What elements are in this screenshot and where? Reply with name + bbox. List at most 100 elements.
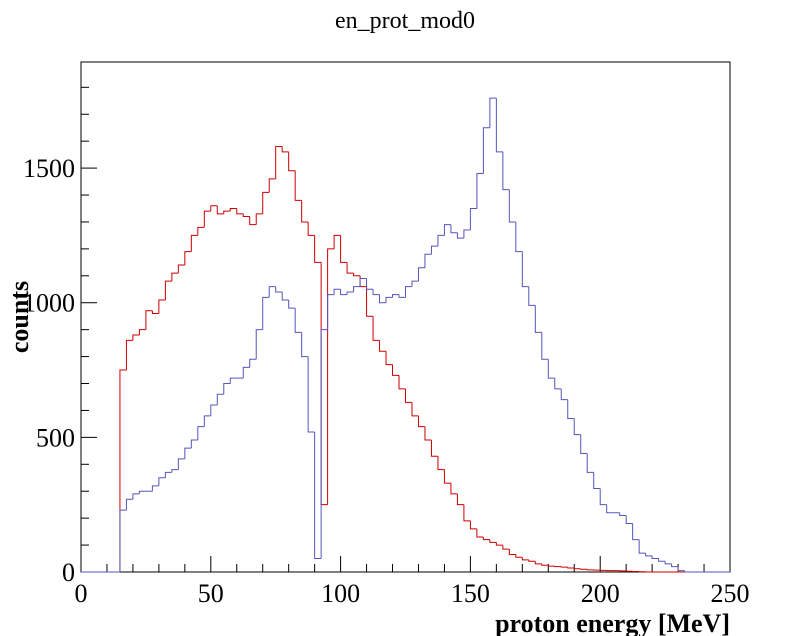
histogram-bin xyxy=(353,273,361,277)
histogram-bin xyxy=(547,565,555,567)
histogram-bin xyxy=(294,308,302,333)
histogram-bin xyxy=(541,563,549,566)
histogram-bin xyxy=(392,294,400,298)
y-tick-label: 1500 xyxy=(23,154,75,183)
histogram-bin xyxy=(372,316,380,341)
frame xyxy=(80,61,731,573)
histogram-bin xyxy=(482,127,490,174)
histogram-bin xyxy=(411,402,419,417)
histogram-bin xyxy=(547,359,555,379)
histogram-bin xyxy=(164,471,172,478)
histogram-bin xyxy=(658,558,666,562)
histogram-bin xyxy=(424,253,432,268)
histogram-bin xyxy=(405,286,412,298)
histogram-bin xyxy=(502,545,510,550)
histogram-bin xyxy=(632,523,640,541)
histogram-bin xyxy=(366,286,374,317)
histogram-bin xyxy=(437,234,445,247)
histogram-bin xyxy=(353,286,361,292)
y-tick-label: 1000 xyxy=(23,289,75,318)
histogram-bin xyxy=(405,388,412,403)
histogram-bin xyxy=(443,469,451,484)
histogram-bin xyxy=(151,310,159,314)
histogram-bin xyxy=(469,207,477,231)
histogram-bin xyxy=(502,151,510,191)
histogram-bin xyxy=(262,191,270,214)
histogram-bin xyxy=(132,493,140,500)
histogram-bin xyxy=(430,440,438,457)
histogram-bin xyxy=(210,404,218,416)
histogram-bin xyxy=(599,488,607,506)
histogram-bin xyxy=(586,453,594,473)
histogram-bin xyxy=(476,528,484,538)
histogram-bin xyxy=(567,399,575,420)
histogram-bin xyxy=(677,566,685,572)
histogram-bin xyxy=(456,493,464,506)
histogram-bin xyxy=(223,210,231,214)
histogram-bin xyxy=(255,329,263,360)
histogram-bin xyxy=(528,286,536,306)
histogram-bin xyxy=(203,415,211,427)
histogram-bin xyxy=(158,477,166,486)
histogram-bin xyxy=(288,151,296,172)
histogram-bin xyxy=(379,340,387,352)
histogram-bin xyxy=(508,549,516,555)
histogram-bin xyxy=(417,415,425,428)
histogram-bin xyxy=(314,235,322,263)
histogram-bin xyxy=(327,294,335,330)
histogram-bin xyxy=(534,305,542,333)
histogram-bin xyxy=(268,178,276,193)
histogram-bin xyxy=(184,251,192,266)
histogram-bin xyxy=(411,280,419,287)
histogram-bin xyxy=(515,221,523,253)
histogram-bin xyxy=(288,300,296,309)
histogram-bin xyxy=(171,469,179,473)
histogram-bin xyxy=(190,234,198,252)
histogram-bin xyxy=(664,561,672,565)
histogram-bin xyxy=(515,554,523,558)
histogram-bin xyxy=(333,288,341,295)
histogram-bin xyxy=(255,213,263,225)
histogram-bin xyxy=(151,485,159,492)
x-tick-label: 250 xyxy=(711,579,750,608)
histogram-bin xyxy=(216,205,224,215)
histogram-bin xyxy=(249,216,257,226)
histogram-bin xyxy=(132,334,140,341)
histogram-bin xyxy=(489,97,497,128)
histogram-bin xyxy=(216,393,224,406)
histogram-bin xyxy=(177,458,185,470)
histogram-bin xyxy=(346,291,354,295)
histogram-bin xyxy=(534,561,542,565)
histogram-bin xyxy=(210,205,218,212)
histogram-bin xyxy=(385,351,393,366)
histogram-bin xyxy=(489,539,497,543)
x-tick-label: 50 xyxy=(198,579,224,608)
histogram-bin xyxy=(586,569,594,571)
histogram-bin xyxy=(573,418,581,436)
x-axis-label: proton energy [MeV] xyxy=(495,609,730,636)
histogram-bin xyxy=(307,356,315,433)
histogram-bin xyxy=(301,200,309,223)
histogram-bin xyxy=(424,426,432,441)
histogram-bin xyxy=(671,563,679,568)
histogram-bin xyxy=(203,210,211,228)
histogram-bin xyxy=(560,388,568,401)
histogram-bin xyxy=(554,566,562,568)
histogram-bin xyxy=(197,226,205,236)
histogram-bin xyxy=(606,504,614,514)
histogram-bin xyxy=(294,170,302,201)
histogram-bin xyxy=(625,515,633,525)
histogram-bin xyxy=(275,286,283,293)
histogram-bin xyxy=(171,272,179,282)
histogram-bin xyxy=(275,146,283,179)
histogram-bin xyxy=(450,483,458,495)
histogram-bin xyxy=(430,245,438,255)
histogram-bin xyxy=(372,289,380,296)
histogram-bin xyxy=(398,294,406,298)
histogram-bin xyxy=(379,294,387,304)
histogram-bin xyxy=(463,504,471,522)
histogram-bin xyxy=(236,208,244,215)
histogram-bin xyxy=(158,299,166,314)
histogram-bin xyxy=(450,224,458,234)
